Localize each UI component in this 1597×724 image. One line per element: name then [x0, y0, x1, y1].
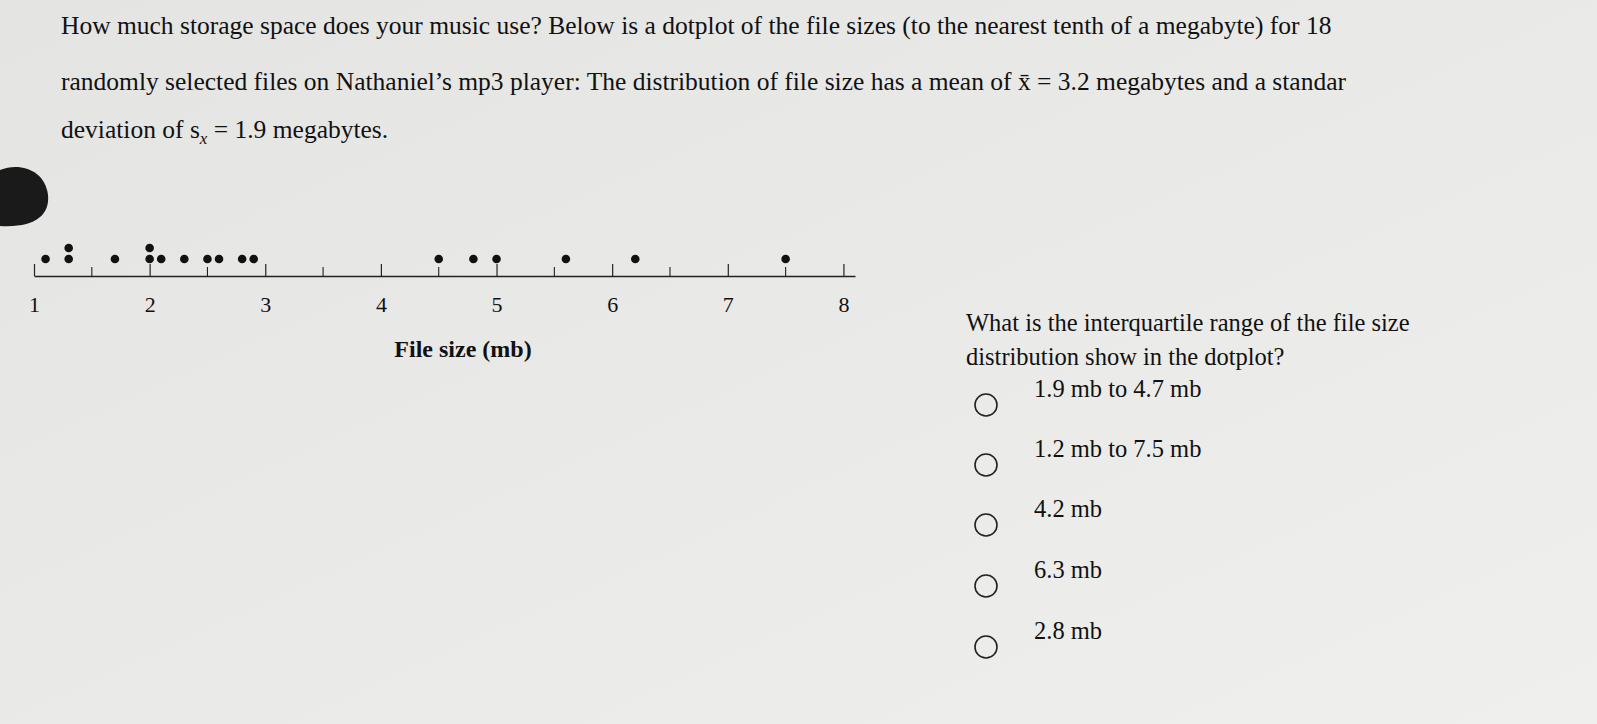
radio-button[interactable]	[975, 394, 997, 416]
dot	[180, 255, 189, 264]
option[interactable]: 1.2 mb to 7.5 mb	[975, 435, 1201, 476]
x-axis-title: File size (mb)	[394, 336, 531, 362]
dot	[249, 255, 258, 264]
option-label[interactable]: 1.9 mb to 4.7 mb	[1034, 375, 1201, 402]
intro-text: = 1.9 megabytes.	[207, 115, 388, 144]
dot	[238, 255, 247, 264]
tick-mark	[612, 264, 613, 276]
tick-label: 7	[723, 292, 734, 317]
background	[0, 0, 1597, 724]
tick-label: 2	[145, 292, 156, 317]
tick: 1	[29, 264, 40, 317]
question-text: What is the interquartile range of the f…	[966, 309, 1410, 336]
minor-tick	[785, 267, 786, 276]
dot	[492, 255, 501, 264]
radio-button[interactable]	[975, 514, 997, 536]
tick-mark	[728, 264, 729, 276]
page: How much storage space does your music u…	[0, 0, 1597, 724]
x-axis: 1 2 3 4 5 6 7 8	[29, 264, 856, 317]
radio-button[interactable]	[975, 636, 997, 658]
dot	[41, 255, 50, 264]
option-label[interactable]: 6.3 mb	[1034, 556, 1102, 583]
option[interactable]: 4.2 mb	[975, 495, 1102, 536]
minor-tick	[91, 267, 92, 276]
tick-label: 1	[29, 292, 40, 317]
dot	[781, 255, 790, 264]
tick-mark	[381, 264, 382, 276]
dot	[434, 255, 443, 264]
option[interactable]: 2.8 mb	[975, 617, 1102, 658]
question-text: distribution show in the dotplot?	[966, 343, 1285, 370]
intro-line: How much storage space does your music u…	[61, 11, 1331, 40]
hole-punch	[0, 167, 48, 226]
minor-tick	[323, 267, 324, 276]
minor-tick	[669, 267, 670, 276]
dot	[157, 255, 166, 264]
dot	[145, 255, 154, 264]
minor-tick	[207, 267, 208, 276]
tick: 6	[607, 264, 618, 317]
dot	[631, 255, 640, 264]
tick: 2	[145, 264, 156, 317]
tick: 3	[260, 264, 271, 317]
intro-line: deviation of sx = 1.9 megabytes.	[61, 115, 388, 148]
tick-label: 8	[838, 292, 849, 317]
tick: 8	[838, 264, 849, 317]
intro-line: randomly selected files on Nathaniel’s m…	[61, 67, 1347, 96]
tick-label: 3	[260, 292, 271, 317]
dot	[203, 255, 212, 264]
dot	[64, 255, 73, 264]
minor-tick	[554, 267, 555, 276]
tick: 7	[723, 264, 734, 317]
dot	[145, 244, 154, 253]
option-label[interactable]: 1.2 mb to 7.5 mb	[1034, 435, 1201, 462]
tick-mark	[150, 264, 151, 276]
dots	[41, 244, 790, 264]
tick: 4	[376, 264, 387, 317]
tick: 5	[492, 264, 503, 317]
radio-button[interactable]	[975, 575, 997, 597]
dot	[562, 255, 571, 264]
tick-mark	[496, 264, 497, 276]
tick-label: 6	[607, 292, 618, 317]
tick-mark	[265, 264, 266, 276]
dotplot: 1 2 3 4 5 6 7 8	[29, 244, 856, 317]
radio-button[interactable]	[975, 454, 997, 476]
axis-line	[35, 276, 856, 277]
tick-label: 5	[492, 292, 503, 317]
tick-mark	[843, 264, 844, 276]
minor-tick	[438, 267, 439, 276]
dot	[215, 255, 224, 264]
tick-mark	[34, 264, 35, 276]
option[interactable]: 6.3 mb	[975, 556, 1102, 597]
option-label[interactable]: 2.8 mb	[1034, 617, 1102, 644]
dot	[111, 255, 120, 264]
option-label[interactable]: 4.2 mb	[1034, 495, 1102, 522]
option[interactable]: 1.9 mb to 4.7 mb	[975, 375, 1201, 416]
tick-label: 4	[376, 292, 387, 317]
dot	[64, 244, 73, 253]
intro-text: deviation of s	[61, 115, 200, 144]
dot	[469, 255, 478, 264]
minor-ticks	[92, 267, 786, 276]
